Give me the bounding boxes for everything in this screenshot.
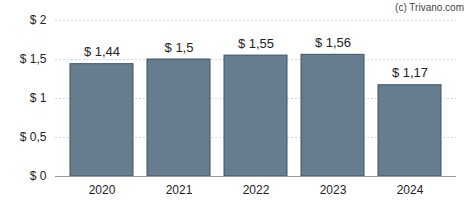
svg-text:$ 1,44: $ 1,44 — [84, 44, 120, 59]
svg-text:$ 1,17: $ 1,17 — [392, 65, 428, 80]
svg-text:2023: 2023 — [320, 183, 347, 197]
svg-text:$ 1,56: $ 1,56 — [315, 35, 351, 50]
svg-text:$ 1,55: $ 1,55 — [238, 36, 274, 51]
svg-text:$ 1: $ 1 — [30, 91, 47, 105]
html-text:(c) Trivano.com: (c) Trivano.com — [395, 2, 464, 13]
svg-text:$ 1,5: $ 1,5 — [165, 40, 194, 55]
svg-text:$ 1,5: $ 1,5 — [20, 52, 47, 66]
svg-text:2024: 2024 — [397, 183, 424, 197]
svg-text:2022: 2022 — [243, 183, 270, 197]
svg-text:2021: 2021 — [166, 183, 193, 197]
svg-text:2020: 2020 — [89, 183, 116, 197]
svg-text:$ 0: $ 0 — [30, 169, 47, 183]
svg-text:$ 0,5: $ 0,5 — [20, 130, 47, 144]
svg-text:$ 2: $ 2 — [30, 13, 47, 27]
